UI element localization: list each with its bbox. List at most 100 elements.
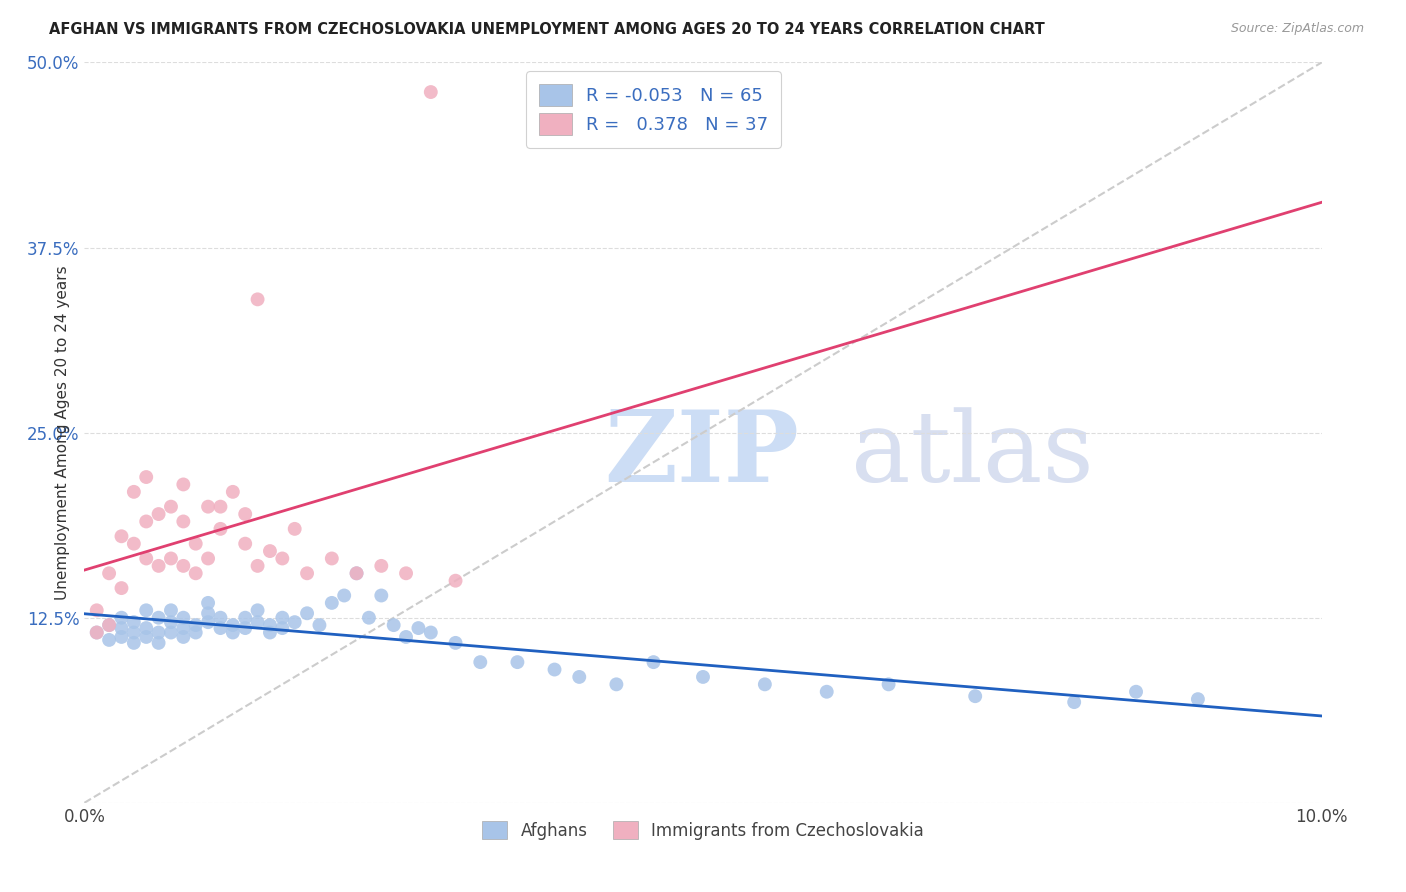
Point <box>346 566 368 581</box>
Point <box>148 507 170 521</box>
Point <box>643 655 665 669</box>
Point <box>444 636 467 650</box>
Point <box>333 589 356 603</box>
Point <box>122 615 145 629</box>
Point <box>98 632 121 647</box>
Point <box>259 544 281 558</box>
Point <box>110 610 132 624</box>
Point <box>506 655 529 669</box>
Point <box>148 610 170 624</box>
Point <box>222 618 245 632</box>
Point <box>408 621 430 635</box>
Point <box>233 621 256 635</box>
Point <box>370 589 392 603</box>
Point <box>197 551 219 566</box>
Point <box>470 655 492 669</box>
Text: ZIP: ZIP <box>605 407 799 503</box>
Point <box>160 625 183 640</box>
Point <box>222 484 245 499</box>
Point <box>877 677 900 691</box>
Point <box>308 618 330 632</box>
Point <box>233 610 256 624</box>
Point <box>246 293 269 307</box>
Point <box>233 536 256 550</box>
Point <box>754 677 776 691</box>
Point <box>444 574 467 588</box>
Legend: Afghans, Immigrants from Czechoslovakia: Afghans, Immigrants from Czechoslovakia <box>475 814 931 847</box>
Point <box>259 618 281 632</box>
Point <box>271 551 294 566</box>
Point <box>321 596 343 610</box>
Point <box>172 621 194 635</box>
Point <box>86 603 108 617</box>
Point <box>110 581 132 595</box>
Point <box>209 610 232 624</box>
Text: atlas: atlas <box>852 407 1094 503</box>
Point <box>346 566 368 581</box>
Point <box>284 522 307 536</box>
Point <box>110 630 132 644</box>
Point <box>1187 692 1209 706</box>
Point <box>160 551 183 566</box>
Point <box>1125 685 1147 699</box>
Point <box>122 484 145 499</box>
Point <box>222 625 245 640</box>
Point <box>295 566 318 581</box>
Point <box>148 636 170 650</box>
Point <box>197 607 219 621</box>
Point <box>184 625 207 640</box>
Point <box>135 470 157 484</box>
Point <box>122 625 145 640</box>
Point <box>419 625 441 640</box>
Point <box>271 610 294 624</box>
Point <box>543 663 565 677</box>
Point <box>370 558 392 573</box>
Point <box>110 621 132 635</box>
Point <box>233 507 256 521</box>
Point <box>98 566 121 581</box>
Point <box>184 618 207 632</box>
Point <box>271 621 294 635</box>
Point <box>98 618 121 632</box>
Point <box>965 689 987 703</box>
Point <box>692 670 714 684</box>
Point <box>568 670 591 684</box>
Point <box>148 625 170 640</box>
Point <box>135 551 157 566</box>
Point <box>172 610 194 624</box>
Point <box>259 625 281 640</box>
Text: Source: ZipAtlas.com: Source: ZipAtlas.com <box>1230 22 1364 36</box>
Point <box>86 625 108 640</box>
Point <box>284 615 307 629</box>
Text: AFGHAN VS IMMIGRANTS FROM CZECHOSLOVAKIA UNEMPLOYMENT AMONG AGES 20 TO 24 YEARS : AFGHAN VS IMMIGRANTS FROM CZECHOSLOVAKIA… <box>49 22 1045 37</box>
Point <box>148 558 170 573</box>
Point <box>295 607 318 621</box>
Point <box>209 522 232 536</box>
Point <box>160 615 183 629</box>
Point <box>209 621 232 635</box>
Point <box>184 566 207 581</box>
Point <box>172 477 194 491</box>
Point <box>197 615 219 629</box>
Point <box>135 603 157 617</box>
Point <box>172 515 194 529</box>
Point <box>110 529 132 543</box>
Point <box>172 558 194 573</box>
Point <box>419 85 441 99</box>
Point <box>122 636 145 650</box>
Point <box>1063 695 1085 709</box>
Point <box>357 610 380 624</box>
Point <box>605 677 627 691</box>
Point <box>382 618 405 632</box>
Point <box>321 551 343 566</box>
Point <box>395 566 418 581</box>
Point <box>98 618 121 632</box>
Point <box>122 536 145 550</box>
Point <box>184 536 207 550</box>
Point <box>160 500 183 514</box>
Point <box>246 558 269 573</box>
Point <box>246 603 269 617</box>
Point <box>246 615 269 629</box>
Point <box>135 630 157 644</box>
Point <box>197 500 219 514</box>
